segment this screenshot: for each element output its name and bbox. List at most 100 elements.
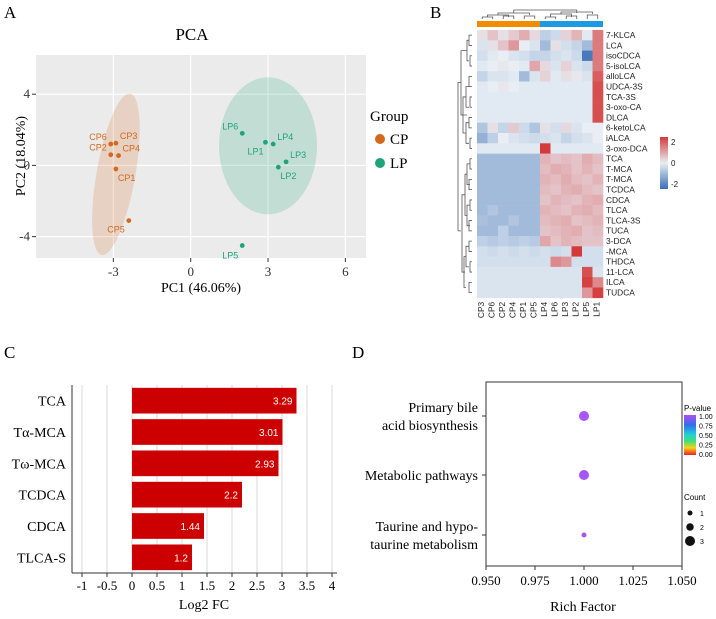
enrichment-point [579, 470, 589, 480]
heatmap-cell [477, 133, 488, 144]
heatmap-cell [571, 153, 583, 165]
pca-point [113, 140, 119, 146]
heatmap-cell [477, 215, 488, 226]
heatmap-cell [498, 174, 509, 185]
bar [132, 513, 204, 539]
heatmap-cell [508, 40, 520, 51]
heatmap-cell [498, 236, 509, 247]
heatmap-cell [540, 277, 551, 288]
heatmap-cell [487, 184, 499, 196]
pca-x-axis-label: PC1 (46.06%) [161, 281, 241, 296]
enrichment-x-axis-label: Rich Factor [550, 600, 616, 615]
pca-panel: PCA CP6 CP3CP4CP2CP1CP5LP6LP4LP1LP2LP3LP5… [14, 25, 408, 296]
heatmap-cell [477, 30, 488, 41]
count-legend-marker [686, 523, 694, 531]
heatmap-row-label: TLCA-3S [606, 215, 641, 225]
heatmap-cell [561, 81, 572, 93]
heatmap-row-label: isoCDCA [606, 51, 641, 61]
enrichment-category-label: Metabolic pathways [365, 469, 478, 484]
heatmap-cell [550, 236, 562, 247]
heatmap-cell [561, 122, 572, 134]
heatmap-row-dendrogram [468, 240, 472, 252]
heatmap-cell [540, 266, 551, 278]
heatmap-cell [477, 194, 488, 206]
pca-point [126, 218, 132, 224]
heatmap-column-label: CP4 [508, 301, 518, 318]
pca-point-label: LP6 [222, 121, 238, 131]
heatmap-cell [592, 277, 604, 288]
heatmap-cell [519, 71, 530, 82]
heatmap-cell [582, 194, 593, 206]
enrichment-x-tick-label: 1.000 [569, 573, 598, 588]
heatmap-row-label: 6-ketoLCA [606, 123, 646, 133]
pca-point-label: CP4 [123, 144, 141, 154]
heatmap-cell [498, 184, 509, 196]
heatmap-cell [529, 71, 541, 82]
heatmap-cell [561, 205, 572, 216]
heatmap-row-dendrogram [468, 117, 472, 129]
bar [132, 450, 279, 477]
bar-x-tick-label: 0 [129, 578, 136, 593]
heatmap-cell [571, 71, 583, 82]
pca-point-label: LP5 [222, 251, 238, 261]
heatmap-cell [529, 194, 541, 206]
heatmap-row-dendrogram [465, 122, 469, 144]
heatmap-row-label: LCA [606, 40, 623, 50]
heatmap-cell [487, 102, 499, 113]
heatmap-cell [550, 50, 562, 62]
heatmap-cell [550, 81, 562, 93]
heatmap-cell [561, 236, 572, 247]
heatmap-cell [592, 81, 604, 93]
bar-value-label: 1.44 [181, 522, 201, 533]
heatmap-cell [519, 91, 530, 103]
heatmap-cell [519, 112, 530, 123]
heatmap-cell [498, 71, 509, 82]
heatmap-column-label: CP5 [529, 301, 539, 318]
pvalue-legend-tick: 0.00 [699, 452, 713, 459]
heatmap-cell [592, 287, 604, 299]
heatmap-cell [582, 50, 593, 62]
heatmap-cell [498, 112, 509, 123]
heatmap-row-dendrogram [466, 204, 470, 227]
heatmap-row-label: CDCA [606, 195, 630, 205]
heatmap-cell [592, 122, 604, 134]
heatmap-cell [571, 287, 583, 299]
heatmap-row-label: 5-isoLCA [606, 61, 641, 71]
heatmap-cell [498, 91, 509, 103]
heatmap-cell [529, 163, 541, 175]
heatmap-cell [582, 71, 593, 82]
heatmap-cell [540, 153, 551, 165]
heatmap-cell [582, 91, 593, 103]
pca-y-tick-label: -4 [19, 229, 30, 244]
heatmap-cell [498, 133, 509, 144]
heatmap-cell [529, 287, 541, 299]
heatmap-row-label: ILCA [606, 277, 625, 287]
count-legend-marker [687, 510, 693, 516]
heatmap-cell [498, 225, 509, 237]
heatmap-cell [477, 163, 488, 175]
heatmap-cell [540, 71, 551, 82]
heatmap-row-label: TLCA [606, 205, 628, 215]
heatmap-cell [571, 102, 583, 113]
heatmap-group-bar-cp [477, 21, 540, 27]
heatmap-cell [519, 287, 530, 299]
heatmap-color-key-label: -2 [671, 180, 679, 189]
heatmap-cell [519, 184, 530, 196]
heatmap-row-dendrogram [469, 137, 472, 149]
heatmap-cell [477, 256, 488, 268]
heatmap-cell [571, 215, 583, 226]
enrichment-category-label: Taurine and hypo- [376, 520, 479, 535]
heatmap-cell [529, 112, 541, 123]
heatmap-cell [498, 153, 509, 165]
heatmap-color-key-label: 0 [671, 159, 676, 168]
heatmap-cell [529, 91, 541, 103]
heatmap-cell [529, 143, 541, 154]
heatmap-column-dendrogram [550, 13, 572, 17]
heatmap-row-dendrogram [465, 245, 469, 268]
heatmap-row-dendrogram [469, 261, 472, 273]
pvalue-legend-tick: 0.25 [699, 443, 713, 450]
heatmap-cell [571, 194, 583, 206]
heatmap-cell [498, 266, 509, 278]
heatmap-cell [561, 91, 572, 103]
heatmap-cell [540, 246, 551, 257]
